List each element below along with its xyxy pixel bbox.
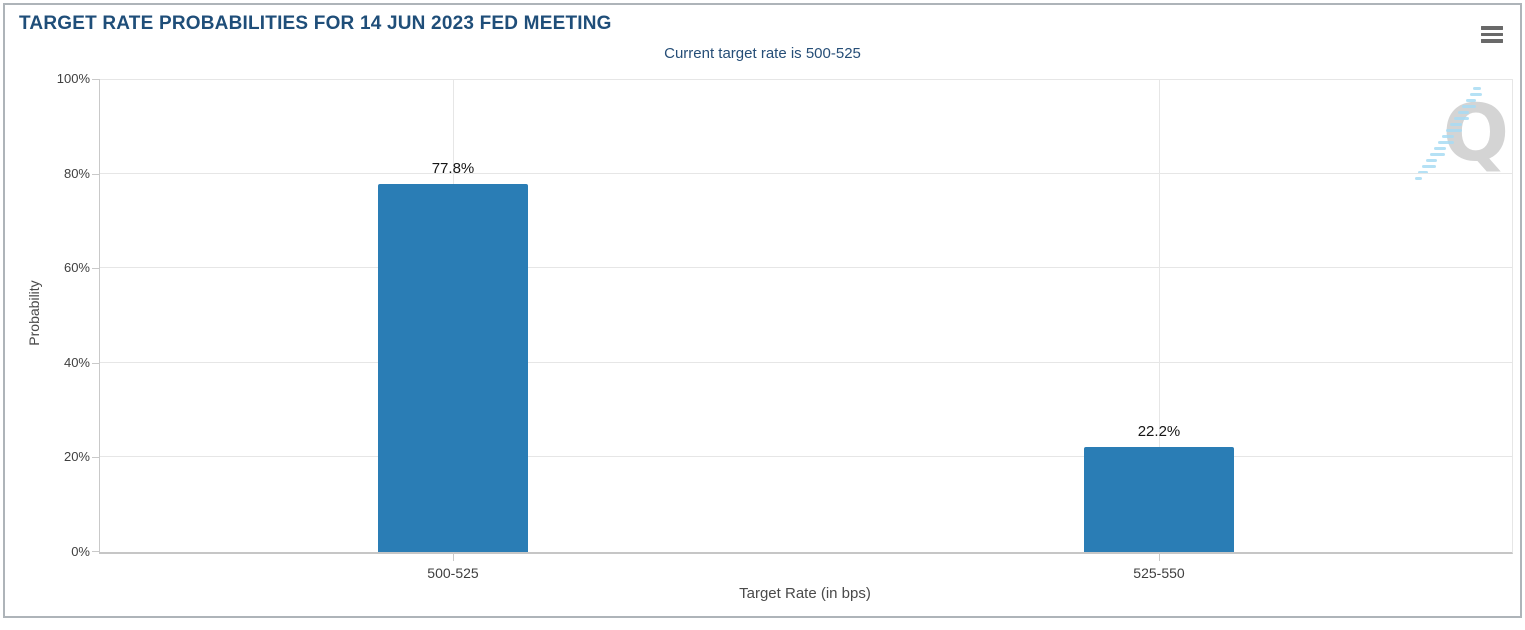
y-tick bbox=[92, 457, 100, 459]
bar-value-label: 77.8% bbox=[431, 160, 475, 177]
y-tick-label: 0% bbox=[71, 544, 90, 559]
x-axis-title: Target Rate (in bps) bbox=[739, 585, 871, 602]
q-logo-icon: Q bbox=[1442, 89, 1509, 179]
x-tick-label: 500-525 bbox=[427, 565, 479, 581]
y-tick-label: 40% bbox=[63, 354, 90, 370]
bar-500-525[interactable] bbox=[378, 184, 528, 552]
hamburger-icon bbox=[1481, 32, 1503, 37]
y-tick-label: 60% bbox=[63, 260, 90, 276]
hamburger-icon bbox=[1481, 26, 1503, 30]
y-tick bbox=[92, 173, 100, 175]
x-tick bbox=[1159, 552, 1160, 561]
chart-context-menu-button[interactable] bbox=[1478, 23, 1506, 49]
y-gridline bbox=[100, 456, 1512, 458]
chart-title: TARGET RATE PROBABILITIES FOR 14 JUN 202… bbox=[19, 13, 612, 34]
y-tick bbox=[92, 79, 100, 80]
y-gridline bbox=[100, 267, 1512, 269]
y-tick bbox=[92, 551, 100, 552]
x-gridline bbox=[1159, 79, 1160, 552]
y-gridline bbox=[100, 79, 1512, 80]
chart-subtitle: Current target rate is 500-525 bbox=[664, 45, 861, 62]
y-tick-label: 100% bbox=[56, 71, 90, 86]
y-tick bbox=[92, 268, 100, 270]
bar-525-550[interactable] bbox=[1084, 447, 1234, 552]
bar-value-label: 22.2% bbox=[1137, 423, 1181, 440]
hamburger-icon bbox=[1481, 39, 1503, 43]
y-tick-label: 20% bbox=[63, 449, 90, 465]
y-gridline bbox=[100, 172, 1512, 174]
plot-area: Q bbox=[57, 71, 1513, 581]
quikstrike-watermark: Q bbox=[1415, 85, 1511, 185]
x-tick-label: 525-550 bbox=[1133, 565, 1185, 581]
q-logo-stripes-icon bbox=[1415, 87, 1482, 180]
y-gridline bbox=[100, 361, 1512, 363]
y-tick bbox=[92, 362, 100, 364]
y-tick-label: 80% bbox=[63, 165, 90, 181]
chart-window: TARGET RATE PROBABILITIES FOR 14 JUN 202… bbox=[3, 3, 1522, 618]
x-tick bbox=[453, 552, 454, 561]
